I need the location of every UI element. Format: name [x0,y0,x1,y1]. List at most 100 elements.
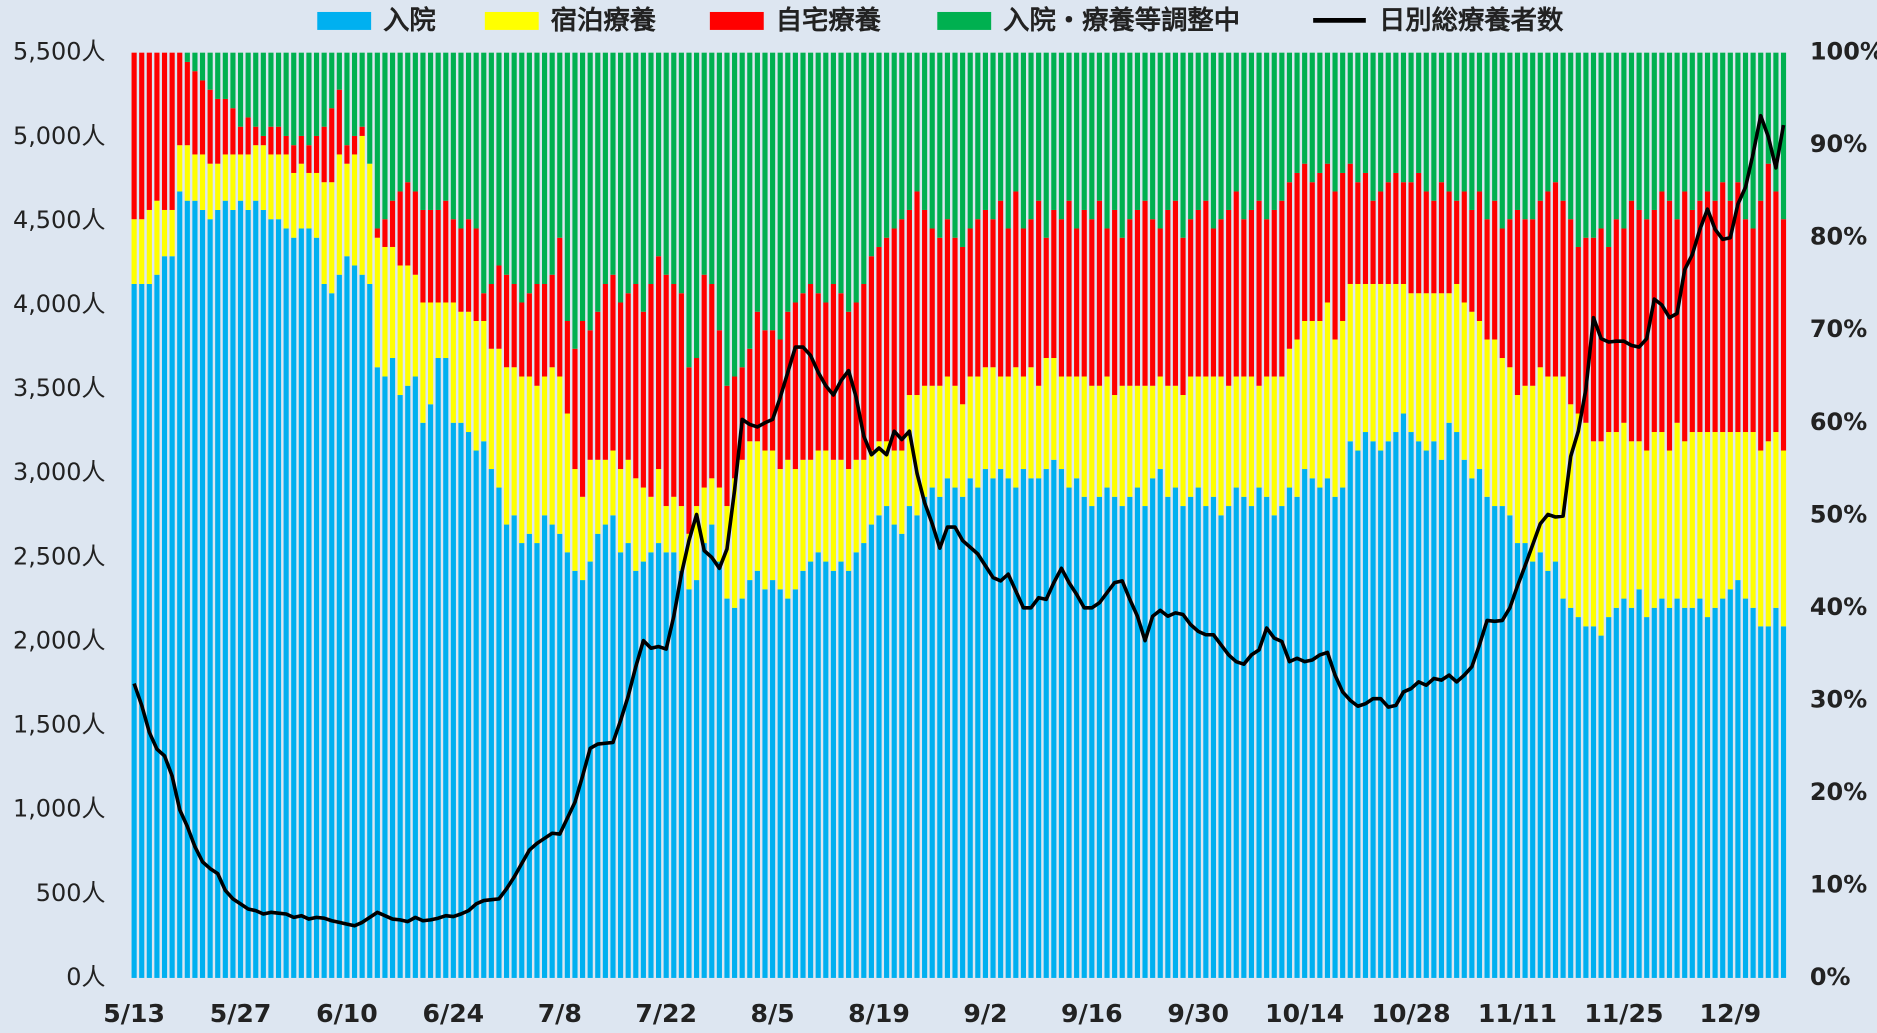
bar-segment [922,496,928,978]
bar-segment [853,459,859,553]
bar-segment [1226,52,1232,210]
bar-segment [496,52,502,266]
bar-segment [1514,52,1521,210]
bar-segment [724,598,730,978]
bar-segment [1233,487,1239,978]
bar-segment [306,52,312,146]
bar-segment [1165,52,1171,210]
bar-segment [435,358,441,978]
bar-segment [1704,617,1711,978]
bar-segment [990,219,996,368]
bar-segment [982,52,988,210]
bar-segment [1043,237,1049,359]
bar-segment [1074,478,1080,978]
bar-segment [1020,52,1026,229]
bar-segment [1545,376,1551,571]
bar-segment [1271,376,1277,516]
bar-segment [450,422,456,978]
bar-segment [1127,52,1133,220]
bar-segment [1727,200,1733,433]
bar-segment [815,450,821,553]
bar-segment [215,52,221,99]
bar-segment [1036,200,1042,386]
bar-segment [1188,219,1194,377]
bar-segment [587,561,593,978]
bar-segment [1112,209,1118,396]
bar-segment [1537,200,1543,368]
bar-segment [313,172,320,238]
bar-segment [245,52,251,118]
bar-segment [1514,543,1521,978]
bar-segment [230,209,236,978]
bar-segment [291,172,297,238]
bar-segment [427,404,434,978]
bar-segment [1036,385,1042,479]
bar-segment [1218,515,1224,978]
bar-segment [656,256,662,470]
bar-segment [260,135,266,146]
bar-segment [1758,450,1764,627]
bar-segment [1043,52,1049,238]
bar-segment [1096,496,1103,978]
bar-segment [1537,367,1543,553]
bar-segment [1552,561,1559,978]
bar-segment [663,506,669,553]
bar-segment [1355,450,1361,978]
bar-segment [1271,52,1277,210]
y2-tick-label: 80% [1810,223,1867,251]
bar-segment [1628,441,1635,608]
bar-segment [1590,626,1597,978]
bar-segment [876,52,882,247]
bar-segment [830,459,836,571]
bar-segment [967,376,973,479]
bar-segment [1621,422,1627,599]
bar-segment [313,237,320,978]
bar-segment [640,311,646,488]
bar-segment [283,135,289,155]
bar-segment [435,52,441,210]
bar-segment [557,52,563,238]
bar-segment [1476,191,1483,321]
bar-segment [785,311,791,460]
bar-segment [222,98,228,155]
bar-segment [922,385,928,497]
bar-segment [1370,283,1376,442]
bar-segment [1142,385,1148,507]
bar-segment [1560,598,1566,978]
bar-segment [389,358,396,978]
bar-segment [922,52,928,210]
bar-segment [169,52,175,210]
bar-segment [169,209,175,257]
bar-segment [374,367,380,978]
bar-segment [1416,172,1422,294]
bar-segment [868,524,874,978]
bar-segment [1347,441,1353,978]
bar-segment [975,52,981,220]
bar-segment [503,524,510,978]
y-tick-label: 5,000人 [13,122,105,150]
bar-segment [929,228,935,386]
bar-segment [1127,219,1133,386]
bar-segment [1697,200,1703,433]
bar-segment [1674,52,1680,220]
bar-segment [929,487,935,978]
bar-segment [245,209,251,978]
bar-segment [298,135,304,164]
x-tick-label: 7/8 [538,999,582,1028]
bar-segment [321,182,327,284]
bar-segment [1241,496,1247,978]
bar-segment [754,52,760,312]
bar-segment [1218,376,1224,516]
bar-segment [389,200,396,247]
bar-segment [534,283,540,386]
x-tick-label: 8/19 [848,999,910,1028]
bar-segment [397,395,403,978]
bar-segment [1264,52,1270,220]
bar-segment [663,274,669,507]
bar-segment [534,52,540,284]
bar-segment [1165,209,1171,386]
bar-segment [161,52,168,210]
bar-segment [1302,320,1308,470]
bar-segment [443,302,449,359]
bar-segment [192,52,198,72]
